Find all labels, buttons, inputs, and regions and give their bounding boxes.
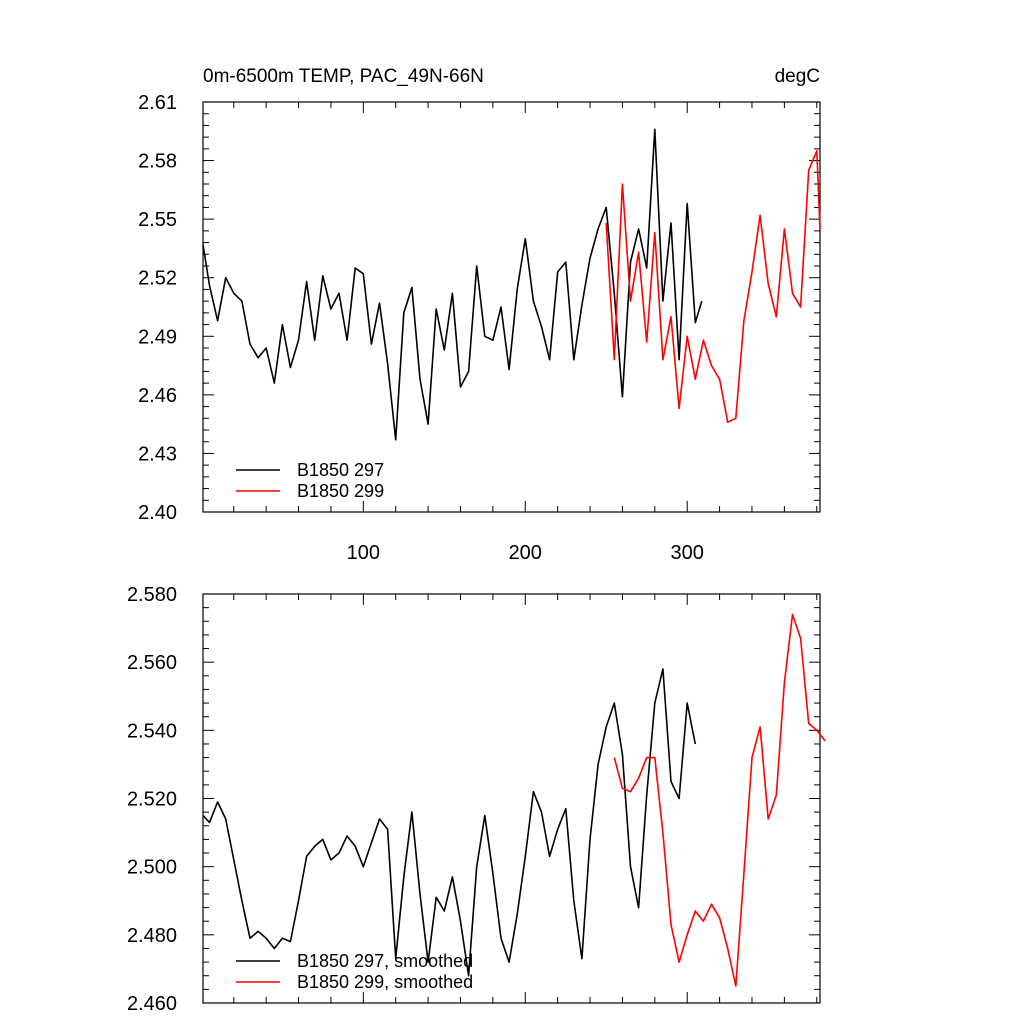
- top-panel-units: degC: [775, 66, 820, 87]
- y-tick-label: 2.500: [127, 857, 177, 879]
- y-tick-label: 2.52: [138, 268, 177, 290]
- series-line-1: [613, 613, 826, 987]
- bottom-panel: 2.460 2.480 2.500 2.520 2.540 2.560 2.580 B1850…: [127, 584, 826, 1015]
- y-tick-label: 2.55: [138, 209, 177, 231]
- legend-label: B1850 297: [297, 460, 384, 480]
- plot-frame: [202, 101, 821, 513]
- series-line-0: [202, 128, 703, 441]
- plot-frame: [202, 593, 821, 1004]
- y-tick-label: 2.58: [138, 151, 177, 173]
- series-line-1: [605, 150, 821, 423]
- y-tick-label: 2.49: [138, 326, 177, 348]
- legend-label: B1850 299: [297, 481, 384, 501]
- top-panel: 0m-6500m TEMP, PAC_49N-66N degC 2.40 2.43…: [138, 66, 821, 564]
- legend-label: B1850 299, smoothed: [297, 972, 473, 992]
- y-tick-label: 2.460: [127, 993, 177, 1015]
- y-tick-label: 2.540: [127, 720, 177, 742]
- y-tick-label: 2.43: [138, 443, 177, 465]
- y-tick-label: 2.580: [127, 584, 177, 606]
- y-tick-label: 2.40: [138, 502, 177, 524]
- series-line-0: [202, 668, 697, 977]
- y-tick-label: 2.560: [127, 652, 177, 674]
- x-tick-label: 200: [509, 542, 542, 564]
- legend-label: B1850 297, smoothed: [297, 951, 473, 971]
- y-tick-label: 2.520: [127, 789, 177, 811]
- x-tick-label: 300: [671, 542, 704, 564]
- x-tick-label: 100: [347, 542, 380, 564]
- y-tick-label: 2.480: [127, 925, 177, 947]
- y-tick-label: 2.46: [138, 385, 177, 407]
- y-tick-label: 2.61: [138, 92, 177, 114]
- top-panel-title: 0m-6500m TEMP, PAC_49N-66N: [203, 66, 484, 87]
